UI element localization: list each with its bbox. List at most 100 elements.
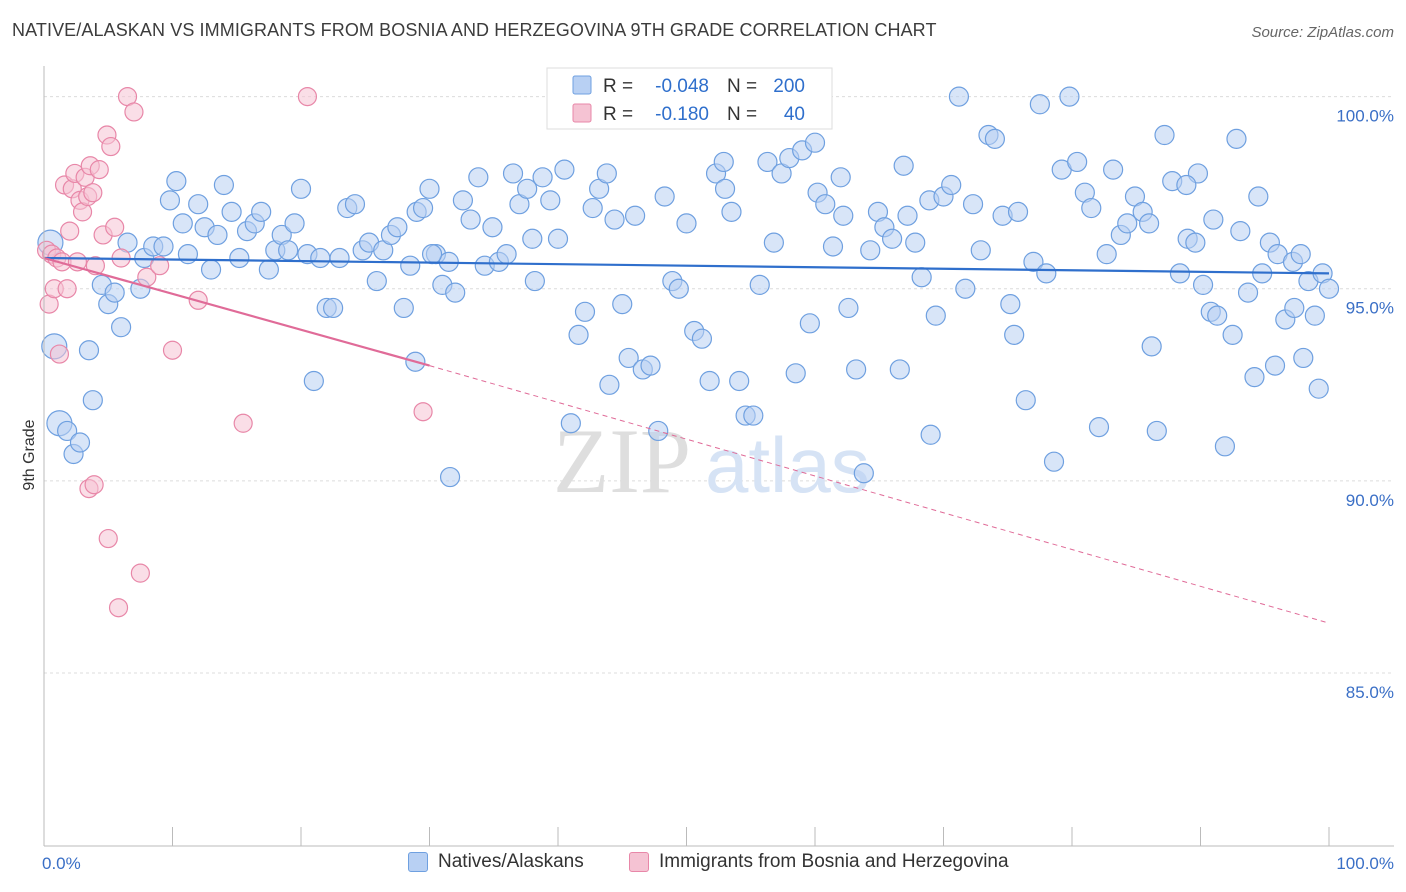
natives-point-98 — [729, 370, 750, 392]
natives-point-108 — [799, 313, 820, 334]
natives-point-83 — [618, 347, 639, 369]
natives-point-102 — [757, 151, 778, 173]
bosnia-point-29 — [150, 256, 170, 276]
natives-point-70 — [524, 270, 545, 292]
natives-point-11 — [110, 317, 132, 338]
legend-r-label-1: R = — [603, 76, 633, 97]
natives-point-147 — [1088, 416, 1110, 438]
source-label: Source: ZipAtlas.com — [1251, 24, 1394, 41]
natives-point-161 — [1192, 274, 1214, 296]
trend-line-bosnia — [43, 256, 430, 367]
natives-point-93 — [691, 328, 713, 349]
natives-point-135 — [1000, 294, 1021, 315]
legend-item-bosnia: Immigrants from Bosnia and Herzegovina — [629, 851, 1009, 873]
natives-point-191 — [1248, 186, 1269, 207]
natives-point-190 — [1264, 355, 1286, 376]
natives-point-100 — [743, 405, 764, 426]
natives-point-138 — [1023, 251, 1044, 272]
natives-point-128 — [948, 86, 970, 107]
natives-point-47 — [366, 270, 387, 292]
natives-point-62 — [468, 167, 489, 188]
natives-point-139 — [1029, 94, 1050, 115]
natives-point-182 — [714, 178, 736, 199]
bosnia-point-27 — [124, 102, 144, 122]
natives-point-10 — [104, 282, 125, 303]
natives-point-25 — [213, 174, 234, 196]
natives-point-76 — [568, 324, 589, 345]
natives-point-164 — [1214, 436, 1236, 457]
trend-line-bosnia-extrapolated — [429, 365, 1330, 624]
bosnia-point-9 — [60, 221, 80, 241]
legend-swatch-blue — [572, 75, 592, 95]
natives-point-144 — [1067, 151, 1088, 173]
natives-point-82 — [612, 294, 633, 315]
natives-point-154 — [1138, 213, 1160, 234]
natives-point-77 — [574, 301, 596, 322]
natives-point-176 — [1304, 305, 1325, 326]
x-tick-label-max: 100.0% — [1336, 854, 1394, 873]
natives-point-122 — [905, 232, 926, 253]
natives-point-69 — [517, 178, 538, 199]
y-tick-label-3: 85.0% — [1346, 683, 1394, 702]
natives-point-21 — [188, 194, 209, 215]
natives-point-74 — [554, 159, 575, 180]
natives-point-112 — [830, 167, 851, 188]
natives-point-119 — [881, 228, 903, 249]
natives-point-24 — [207, 224, 228, 246]
natives-point-151 — [1117, 213, 1138, 234]
natives-point-97 — [721, 201, 742, 222]
natives-point-181 — [599, 374, 620, 395]
natives-point-158 — [1169, 263, 1191, 284]
bosnia-point-38 — [413, 402, 433, 422]
y-tick-labels: 100.0% 95.0% 90.0% 85.0% — [1336, 107, 1394, 702]
natives-point-120 — [889, 359, 910, 380]
natives-point-195 — [1176, 174, 1197, 196]
bosnia-point-24 — [105, 217, 125, 237]
legend-bottom: Natives/Alaskans Immigrants from Bosnia … — [0, 851, 1406, 879]
natives-point-26 — [221, 201, 242, 222]
natives-point-166 — [1230, 220, 1251, 242]
legend-n-value-1: 200 — [773, 76, 805, 97]
natives-point-187 — [1293, 347, 1314, 369]
natives-point-114 — [846, 359, 867, 380]
natives-point-140 — [1036, 263, 1057, 284]
natives-point-125 — [925, 305, 946, 326]
natives-point-198 — [833, 205, 854, 226]
natives-point-193 — [1203, 209, 1224, 230]
natives-point-130 — [962, 194, 984, 215]
natives-point-197 — [439, 466, 461, 488]
legend-swatch-bosnia — [629, 852, 649, 872]
natives-point-54 — [412, 197, 434, 219]
natives-point-110 — [815, 194, 836, 215]
natives-point-60 — [452, 190, 474, 211]
legend-n-label-2: N = — [727, 104, 757, 125]
natives-point-106 — [785, 363, 806, 384]
natives-point-103 — [763, 232, 784, 253]
natives-point-163 — [1207, 305, 1228, 326]
bosnia-point-30 — [162, 340, 183, 360]
natives-point-111 — [822, 236, 844, 257]
trend-lines — [43, 256, 1330, 624]
natives-point-133 — [984, 128, 1006, 149]
natives-point-90 — [668, 278, 689, 299]
natives-point-131 — [970, 240, 991, 261]
natives-point-73 — [547, 228, 569, 249]
y-tick-label-1: 95.0% — [1346, 299, 1394, 318]
natives-point-75 — [560, 413, 581, 434]
natives-point-88 — [654, 186, 675, 207]
natives-point-148 — [1096, 244, 1117, 265]
series-bosnia-points — [36, 86, 433, 618]
bosnia-point-37 — [233, 413, 253, 433]
natives-point-136 — [1007, 201, 1029, 222]
natives-point-59 — [445, 282, 466, 303]
natives-point-160 — [1185, 232, 1206, 253]
natives-point-183 — [893, 155, 914, 176]
legend-r-value-1: -0.048 — [655, 76, 709, 97]
natives-point-31 — [258, 259, 279, 280]
legend-r-value-2: -0.180 — [655, 104, 709, 125]
natives-point-129 — [955, 278, 976, 299]
natives-point-146 — [1081, 197, 1102, 219]
natives-point-84 — [624, 205, 646, 226]
natives-point-116 — [860, 240, 881, 261]
